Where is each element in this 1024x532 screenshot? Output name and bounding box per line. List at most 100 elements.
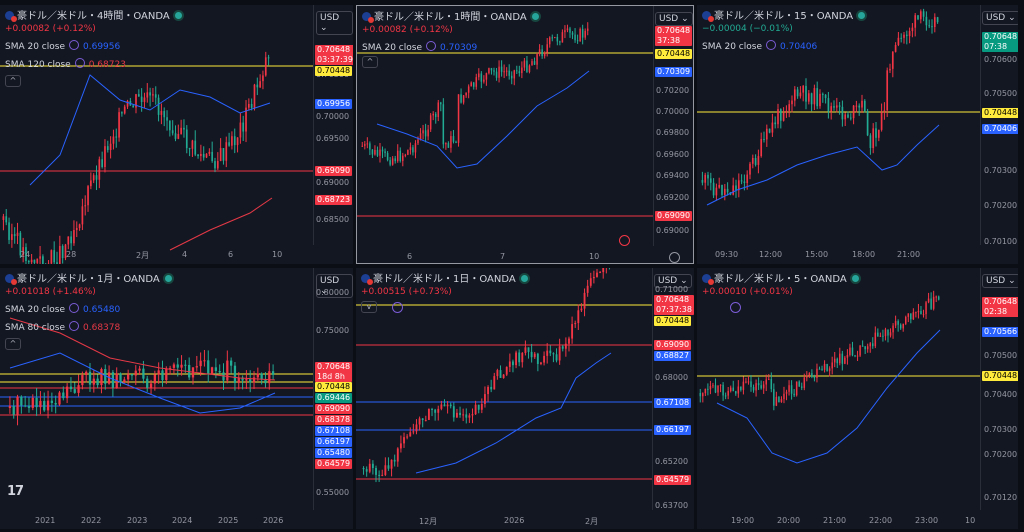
collapse-legend-button[interactable]: ^ xyxy=(5,75,21,87)
candle-body xyxy=(92,378,95,385)
collapse-legend-button[interactable]: ^ xyxy=(5,338,21,350)
candle-body xyxy=(96,378,99,386)
indicator-name: SMA 80 close xyxy=(5,323,65,333)
candlestick-chart[interactable] xyxy=(697,5,1020,264)
symbol-title[interactable]: 豪ドル／米ドル・4時間・OANDA xyxy=(17,11,170,22)
alert-icon[interactable] xyxy=(619,235,630,246)
candle-body xyxy=(109,143,112,151)
price-tick: 0.70000 xyxy=(316,112,350,121)
indicator-sma-20[interactable]: SMA 20 close 0.65480 xyxy=(5,303,172,317)
candle-body xyxy=(233,136,236,146)
indicator-sma-20[interactable]: SMA 20 close 0.70309 xyxy=(362,41,539,55)
chart-pane-1d[interactable]: 豪ドル／米ドル・1日・OANDA +0.00515 (+0.73%) v USD… xyxy=(356,268,694,529)
currency-selector[interactable]: USD xyxy=(982,11,1020,25)
candle-body xyxy=(521,352,524,363)
candle-body xyxy=(589,278,592,286)
indicator-settings-icon[interactable] xyxy=(766,40,776,50)
chart-pane-15m[interactable]: 豪ドル／米ドル・15・OANDA −0.00004 (−0.01%) SMA 2… xyxy=(697,5,1020,264)
candle-body xyxy=(64,244,67,259)
candlestick-chart[interactable] xyxy=(357,6,694,264)
candle-body xyxy=(586,285,589,293)
symbol-title[interactable]: 豪ドル／米ドル・1時間・OANDA xyxy=(374,12,527,23)
candle-body xyxy=(779,109,782,121)
indicator-settings-icon[interactable] xyxy=(69,321,79,331)
indicator-name: SMA 20 close xyxy=(5,42,65,52)
candle-body xyxy=(465,414,468,418)
candlestick-chart[interactable] xyxy=(0,268,353,529)
indicator-sma-120[interactable]: SMA 120 close 0.68723 xyxy=(5,58,182,72)
candle-body xyxy=(498,66,500,78)
candle-body xyxy=(902,323,904,329)
candle-body xyxy=(751,157,754,164)
indicator-settings-icon[interactable] xyxy=(392,302,403,313)
currency-selector[interactable]: USD xyxy=(316,11,353,35)
indicator-settings-icon[interactable] xyxy=(69,303,79,313)
symbol-title[interactable]: 豪ドル／米ドル・15・OANDA xyxy=(714,11,854,22)
market-open-icon xyxy=(531,13,539,20)
indicator-sma-80[interactable]: SMA 80 close 0.68378 xyxy=(5,321,172,335)
indicator-settings-icon[interactable] xyxy=(74,58,85,68)
candle-body xyxy=(717,385,719,393)
candlestick-chart[interactable] xyxy=(356,268,694,529)
price-tick: 0.69600 xyxy=(656,150,690,159)
currency-selector[interactable]: USD xyxy=(982,274,1020,288)
candlestick-chart[interactable] xyxy=(697,268,1020,529)
candle-body xyxy=(262,75,264,82)
candle-body xyxy=(396,150,399,162)
candle-body xyxy=(513,70,516,79)
chart-pane-5m[interactable]: 豪ドル／米ドル・5・OANDA +0.00010 (+0.01%) USD 0.… xyxy=(697,268,1020,529)
currency-selector[interactable]: USD xyxy=(654,274,692,288)
chart-header: 豪ドル／米ドル・1月・OANDA +0.01018 (+1.46%) SMA 2… xyxy=(5,273,172,335)
candle-body xyxy=(421,418,424,421)
price-tick: 0.70200 xyxy=(984,201,1018,210)
time-tick: 2月 xyxy=(585,517,599,526)
candle-body xyxy=(508,70,510,76)
candle-body xyxy=(256,84,259,88)
candle-body xyxy=(443,404,446,407)
candle-body xyxy=(239,122,242,138)
candle-body xyxy=(897,37,900,45)
indicator-settings-icon[interactable] xyxy=(69,40,79,50)
candle-body xyxy=(2,216,5,220)
candle-body xyxy=(231,136,233,146)
candle-body xyxy=(384,151,386,154)
indicator-sma-20[interactable]: SMA 20 close 0.70406 xyxy=(702,40,865,54)
candle-body xyxy=(180,127,182,134)
candlestick-chart[interactable] xyxy=(0,5,353,264)
candle-body xyxy=(729,387,732,392)
collapse-legend-button[interactable]: ^ xyxy=(362,56,378,68)
candle-body xyxy=(732,387,735,392)
symbol-title[interactable]: 豪ドル／米ドル・1日・OANDA xyxy=(373,274,516,285)
settings-gear-icon[interactable] xyxy=(669,252,680,263)
candle-body xyxy=(548,37,551,45)
indicator-settings-icon[interactable] xyxy=(730,302,741,313)
candle-body xyxy=(434,113,437,117)
indicator-settings-icon[interactable] xyxy=(426,41,436,51)
collapse-legend-button[interactable]: v xyxy=(361,301,377,313)
candle-body xyxy=(399,150,402,161)
time-tick: 6 xyxy=(407,252,413,261)
candle-body xyxy=(39,400,42,408)
currency-selector[interactable]: USD xyxy=(655,12,693,26)
candle-body xyxy=(536,54,538,65)
candle-body xyxy=(883,110,886,113)
symbol-title[interactable]: 豪ドル／米ドル・5・OANDA xyxy=(714,274,847,285)
tradingview-logo: 17 xyxy=(7,484,24,499)
candle-body xyxy=(208,151,211,154)
horizontal-line-label: 0.70448 xyxy=(315,382,353,392)
indicator-sma-20[interactable]: SMA 20 close 0.69956 xyxy=(5,40,182,54)
currency-selector[interactable]: USD xyxy=(316,274,353,298)
price-scale-divider xyxy=(980,268,981,510)
candle-body xyxy=(757,156,760,165)
chart-pane-1m[interactable]: 豪ドル／米ドル・1月・OANDA +0.01018 (+1.46%) SMA 2… xyxy=(0,268,353,529)
candle-body xyxy=(500,66,503,72)
symbol-title[interactable]: 豪ドル／米ドル・1月・OANDA xyxy=(17,274,160,285)
candle-body xyxy=(818,368,821,370)
time-tick: 7 xyxy=(500,252,506,261)
candle-body xyxy=(790,385,793,394)
candle-body xyxy=(218,370,221,373)
chart-pane-4h[interactable]: 豪ドル／米ドル・4時間・OANDA +0.00082 (+0.12%) SMA … xyxy=(0,5,353,264)
candle-body xyxy=(559,41,561,43)
chart-pane-1h[interactable]: 豪ドル／米ドル・1時間・OANDA +0.00082 (+0.12%) SMA … xyxy=(356,5,694,264)
candle-body xyxy=(176,364,179,368)
